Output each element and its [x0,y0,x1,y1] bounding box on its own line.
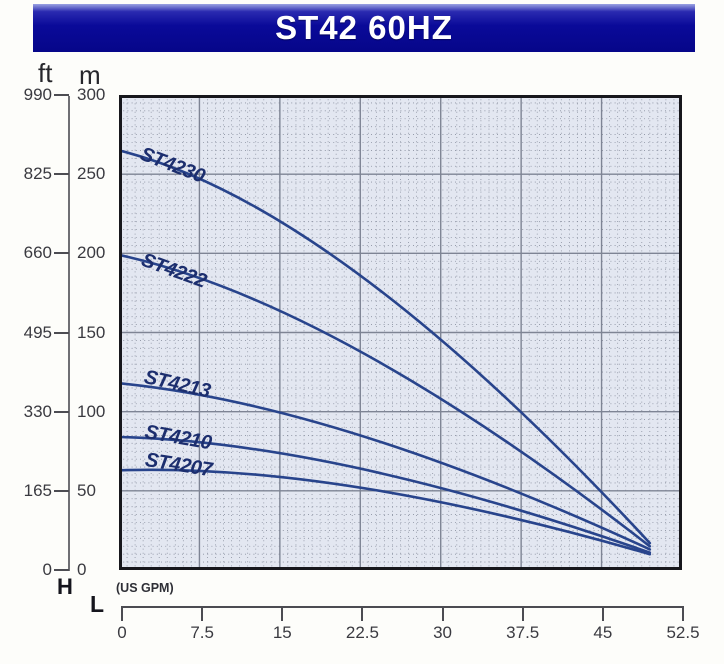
x-tick-mark [281,606,284,621]
y-tick-label-m: 300 [77,85,106,104]
y-tick-label-ft: 165 [23,480,52,500]
curve-st4222 [119,253,652,548]
flow-axis-label: L [90,591,105,617]
x-tick-label: 22.5 [345,623,379,642]
y-tick-label-ft: 990 [23,85,52,104]
y-tick-label-ft: 0 [42,560,52,579]
y-tick-label-ft: 660 [23,243,52,263]
curve-st4230 [119,149,652,545]
x-tick-label: 45 [593,623,613,642]
y-tick-mark [54,410,69,413]
head-axis-label: H [57,574,73,599]
y-axis-line [68,96,70,571]
x-tick-mark [201,606,204,621]
x-tick-mark [521,606,524,621]
plot-area [119,95,682,570]
y-tick-label-m: 200 [77,243,106,263]
x-axis-line [122,606,683,608]
y-axis-unit-ft: ft [38,58,53,88]
x-tick-label: 0 [117,623,127,642]
x-tick-mark [601,606,604,621]
y-tick-label-ft: 495 [23,322,52,342]
y-tick-mark [54,569,69,571]
x-tick-label: 7.5 [190,623,214,642]
x-tick-label: 37.5 [506,623,540,642]
y-tick-mark [54,252,69,255]
x-tick-mark [441,606,444,621]
x-tick-mark [682,606,684,621]
y-tick-label-m: 150 [77,322,106,342]
x-tick-label: 15 [272,623,292,642]
plot-border [119,95,682,570]
y-tick-mark [54,489,69,492]
y-tick-label-m: 0 [77,560,87,579]
x-tick-mark [121,606,123,621]
y-tick-mark [54,331,69,334]
curve-st4207 [119,468,652,556]
x-axis-unit-label: (US GPM) [116,581,174,595]
x-tick-label: 30 [433,623,453,642]
y-tick-mark [54,94,69,96]
y-tick-label-ft: 330 [23,401,52,421]
y-tick-label-m: 250 [77,164,106,184]
title-bar: ST42 60HZ [33,4,695,52]
y-tick-label-m: 50 [77,480,96,500]
x-tick-mark [361,606,364,621]
page-title: ST42 60HZ [275,9,453,46]
curve-st4213 [119,381,652,551]
y-axis-unit-m: m [79,60,101,90]
curve-st4210 [119,435,652,554]
x-tick-label: 52.5 [666,623,700,642]
y-tick-mark [54,173,69,176]
y-tick-label-m: 100 [77,401,106,421]
y-tick-label-ft: 825 [23,164,52,184]
